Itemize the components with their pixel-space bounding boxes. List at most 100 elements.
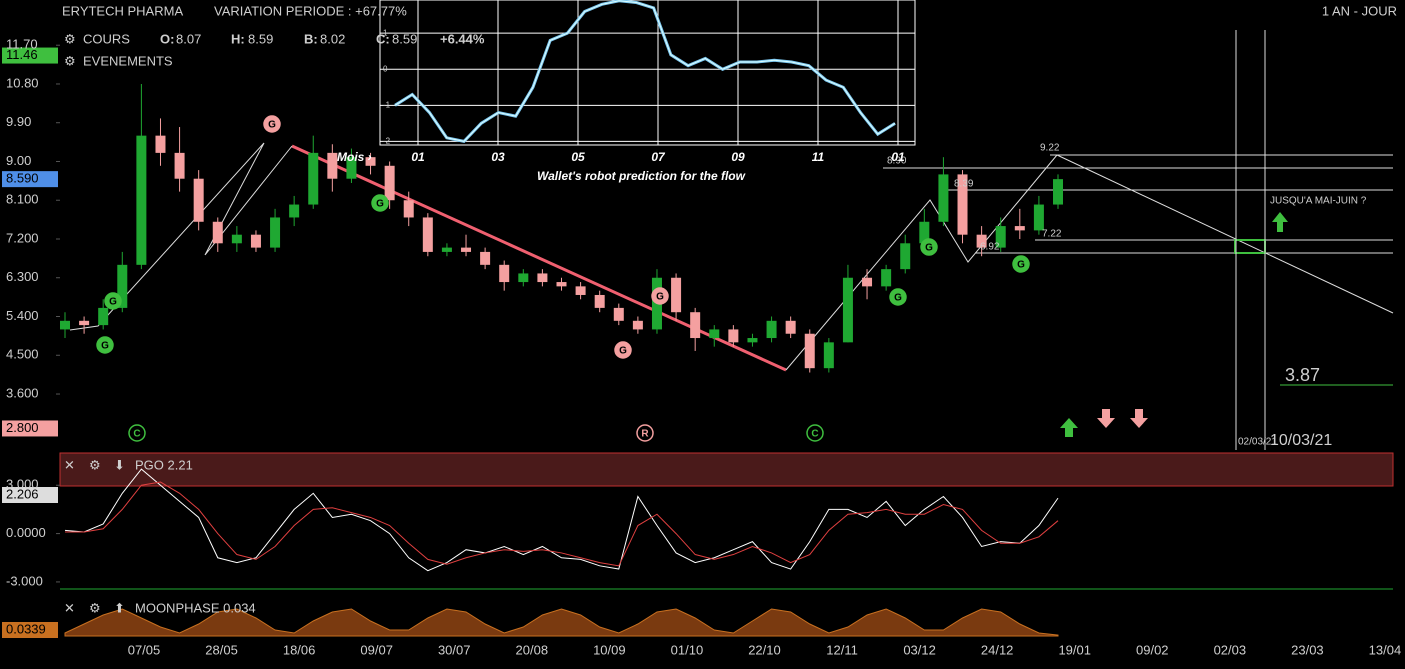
candle-body <box>957 174 968 235</box>
gear[interactable]: ⚙ <box>64 53 76 68</box>
legend-label: H: <box>231 31 245 46</box>
candle-body <box>862 277 873 287</box>
y-tick-label: 7.200 <box>6 230 39 245</box>
price-tag <box>2 47 58 64</box>
candle-body <box>193 178 204 222</box>
x-tick-label: 02/03 <box>1214 642 1247 657</box>
price-tag <box>2 420 58 437</box>
candle-body <box>270 217 281 248</box>
close-icon[interactable]: ✕ <box>64 457 75 472</box>
arrow-down <box>1097 409 1115 428</box>
legend-value: 8.59 <box>392 31 417 46</box>
arrow-down <box>1130 409 1148 428</box>
legend-label: O: <box>160 31 174 46</box>
level-label: 8.39 <box>954 179 974 190</box>
legend-label: C: <box>376 31 390 46</box>
period[interactable]: 1 AN - JOUR <box>1322 3 1397 18</box>
inset-y-label: -1 <box>383 100 391 109</box>
signal-label: G <box>109 297 117 308</box>
x-tick-label: 23/03 <box>1291 642 1324 657</box>
signal-label: G <box>101 341 109 352</box>
legend-change: +6.44% <box>440 31 485 46</box>
signal-marker <box>614 341 632 359</box>
candle-body <box>136 135 147 265</box>
candle-body <box>995 226 1006 248</box>
candle-body <box>1014 226 1025 231</box>
variation: VARIATION PERIODE : +67.77% <box>214 3 407 18</box>
candle-body <box>327 152 338 179</box>
legend-value: 8.59 <box>248 31 273 46</box>
candle-body <box>231 234 242 244</box>
candle-body <box>117 264 128 308</box>
signal-marker <box>263 115 281 133</box>
candle-body <box>632 320 643 330</box>
signal-marker <box>651 287 669 305</box>
x-tick-label: 10/09 <box>593 642 626 657</box>
signal-label: G <box>894 293 902 304</box>
close-icon[interactable]: ✕ <box>64 600 75 615</box>
level-label: 8.90 <box>887 156 907 167</box>
trend-line <box>291 144 787 372</box>
candle-body <box>556 282 567 287</box>
inset-x-label: 05 <box>571 150 585 164</box>
candle-body <box>461 247 472 252</box>
candle-body <box>804 333 815 369</box>
pgo-y-label: 3.000 <box>6 477 39 492</box>
down-icon[interactable]: ⬇ <box>114 457 125 472</box>
x-tick-label: 24/12 <box>981 642 1014 657</box>
candle-body <box>174 152 185 179</box>
level-label: 9.22 <box>1040 143 1060 154</box>
signal-label: G <box>1017 260 1025 271</box>
candle-body <box>594 294 605 308</box>
legend-label: B: <box>304 31 318 46</box>
legend-events: EVENEMENTS <box>83 53 173 68</box>
candle-body <box>575 286 586 295</box>
inset-x-label: 03 <box>491 150 505 164</box>
signal-marker <box>128 424 146 442</box>
candle-body <box>422 217 433 252</box>
gear[interactable]: ⚙ <box>89 457 101 472</box>
pgo-header <box>59 452 1394 487</box>
signal-marker <box>96 336 114 354</box>
legend-value: 8.07 <box>176 31 201 46</box>
up-icon[interactable]: ⬆ <box>114 600 125 615</box>
inset-x-label: 01 <box>411 150 425 164</box>
inset-y-label: 1 <box>383 28 388 37</box>
signal-label: G <box>619 346 627 357</box>
candle-body <box>900 243 911 270</box>
x-tick-label: 01/10 <box>671 642 704 657</box>
inset-y-label: -2 <box>383 137 391 146</box>
signal-marker <box>806 424 824 442</box>
signal-marker <box>1012 255 1030 273</box>
moon-tag-label: 0.0339 <box>6 621 46 636</box>
candle-body <box>785 320 796 334</box>
level-label: 6.92 <box>980 242 1000 253</box>
candle-body <box>976 234 987 248</box>
inset-x-label: 01 <box>891 150 905 164</box>
price-tag-label: 8.590 <box>6 171 39 186</box>
x-tick-label: 09/02 <box>1136 642 1169 657</box>
candle-body <box>823 342 834 369</box>
signal-label: G <box>925 243 933 254</box>
candle-body <box>842 277 853 343</box>
candle-body <box>441 247 452 252</box>
signal-label: C <box>811 429 818 440</box>
pgo-y-label: -3.000 <box>6 573 43 588</box>
candle-body <box>212 221 223 244</box>
inset-x-label: 07 <box>651 150 666 164</box>
x-tick-label: 18/06 <box>283 642 316 657</box>
y-tick-label: 9.00 <box>6 153 31 168</box>
candle-body <box>79 320 90 326</box>
arrow-up <box>1060 418 1078 437</box>
gear[interactable]: ⚙ <box>64 31 76 46</box>
candle-body <box>613 307 624 321</box>
candle-body <box>671 277 682 313</box>
candle-body <box>919 221 930 244</box>
x-tick-label: 03/12 <box>903 642 936 657</box>
gear[interactable]: ⚙ <box>89 600 101 615</box>
y-tick-label: 6.300 <box>6 269 39 284</box>
target-label: JUSQU'A MAI-JUIN ? <box>1270 196 1367 207</box>
zigzag <box>785 154 1058 371</box>
inset-curve-core <box>394 0 896 142</box>
